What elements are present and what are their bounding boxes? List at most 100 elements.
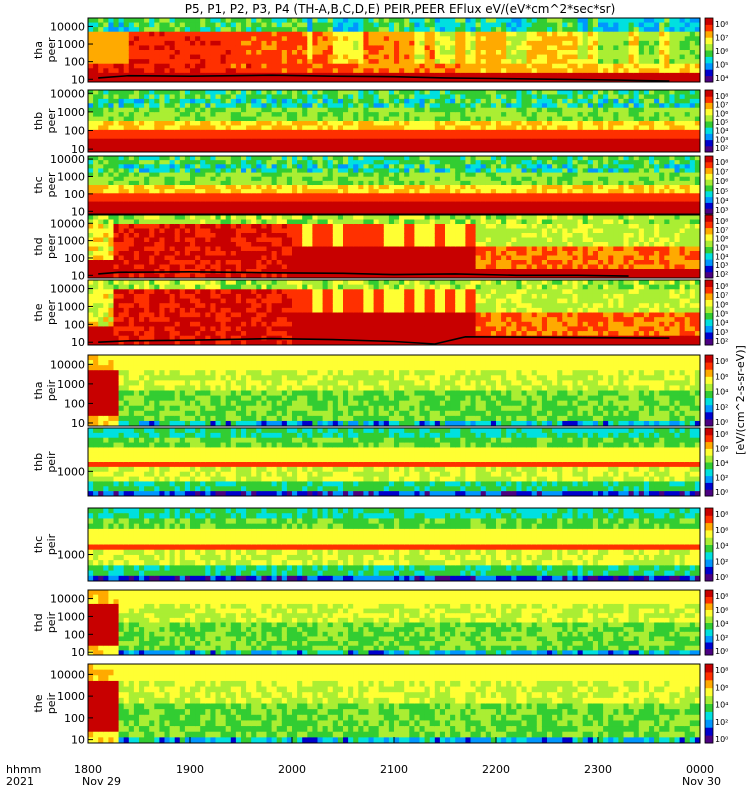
heatmap-cell: [123, 138, 130, 144]
heatmap-cell: [547, 22, 553, 28]
heatmap-cell: [608, 98, 614, 104]
heatmap-cell: [281, 112, 288, 118]
heatmap-cell: [343, 107, 349, 113]
heatmap-cell: [302, 94, 308, 100]
heatmap-cell: [490, 59, 497, 65]
heatmap-cell: [190, 164, 196, 170]
heatmap-cell: [271, 116, 278, 122]
heatmap-cell: [567, 156, 574, 161]
heatmap-cell: [388, 103, 395, 109]
heatmap-cell: [409, 18, 415, 24]
heatmap-cell: [230, 54, 237, 60]
heatmap-cell: [93, 160, 99, 165]
heatmap-cell: [88, 193, 94, 199]
heatmap-cell: [623, 172, 630, 178]
heatmap-cell: [98, 209, 104, 214]
heatmap-cell: [628, 121, 635, 127]
heatmap-cell: [302, 138, 308, 144]
heatmap-cell: [358, 185, 364, 190]
heatmap-cell: [251, 45, 257, 51]
heatmap-cell: [424, 185, 431, 190]
heatmap-cell: [343, 160, 349, 165]
heatmap-cell: [460, 209, 466, 214]
heatmap-cell: [159, 63, 166, 69]
heatmap-cell: [603, 205, 609, 211]
heatmap-cell: [133, 156, 140, 161]
heatmap-cell: [103, 103, 109, 109]
heatmap-cell: [455, 63, 461, 69]
colorbar-swatch: [705, 108, 713, 116]
heatmap-cell: [225, 147, 232, 152]
heatmap-cell: [399, 31, 405, 37]
heatmap-cell: [368, 138, 375, 144]
heatmap-cell: [230, 98, 237, 104]
heatmap-cell: [490, 112, 497, 118]
heatmap-cell: [399, 205, 405, 211]
heatmap-cell: [230, 77, 237, 82]
heatmap-cell: [123, 103, 130, 109]
heatmap-cell: [215, 138, 222, 144]
heatmap-cell: [169, 185, 176, 190]
heatmap-cell: [659, 54, 665, 60]
heatmap-cell: [475, 125, 482, 131]
heatmap-cell: [455, 54, 461, 60]
heatmap-cell: [98, 59, 104, 65]
heatmap-cell: [450, 143, 456, 149]
colorbar-tick-label: 10⁵: [715, 61, 728, 70]
heatmap-cell: [419, 180, 426, 186]
heatmap-cell: [399, 209, 405, 214]
heatmap-cell: [664, 94, 670, 100]
heatmap-cell: [332, 31, 339, 37]
heatmap-cell: [220, 172, 227, 178]
heatmap-cell: [251, 90, 257, 96]
heatmap-cell: [139, 156, 145, 161]
heatmap-cell: [557, 134, 563, 140]
heatmap-cell: [210, 180, 217, 186]
heatmap-cell: [154, 116, 160, 122]
heatmap-cell: [618, 22, 625, 28]
heatmap-cell: [424, 189, 431, 194]
heatmap-cell: [327, 180, 334, 186]
heatmap-cell: [139, 36, 145, 42]
heatmap-cell: [144, 45, 150, 51]
heatmap-cell: [516, 205, 523, 211]
heatmap-cell: [603, 138, 609, 144]
heatmap-cell: [286, 189, 293, 194]
heatmap-cell: [470, 45, 477, 51]
heatmap-cell: [649, 18, 655, 24]
heatmap-cell: [429, 94, 436, 100]
heatmap-cell: [108, 22, 115, 28]
heatmap-cell: [261, 180, 268, 186]
heatmap-cell: [496, 134, 502, 140]
heatmap-cell: [184, 116, 191, 122]
heatmap-cell: [139, 172, 145, 178]
heatmap-cell: [307, 180, 313, 186]
heatmap-cell: [531, 31, 538, 37]
heatmap-cell: [455, 77, 461, 82]
heatmap-cell: [368, 68, 375, 74]
heatmap-cell: [276, 176, 283, 182]
heatmap-cell: [327, 54, 334, 60]
heatmap-cell: [414, 180, 421, 186]
heatmap-cell: [353, 45, 359, 51]
heatmap-cell: [108, 50, 115, 56]
heatmap-cell: [210, 90, 217, 96]
heatmap-cell: [414, 193, 421, 199]
heatmap-cell: [292, 125, 298, 131]
heatmap-cell: [383, 129, 390, 135]
heatmap-cell: [292, 98, 298, 104]
heatmap-cell: [608, 185, 614, 190]
heatmap-cell: [516, 209, 523, 214]
heatmap-cell: [108, 94, 115, 100]
heatmap-cell: [363, 59, 370, 65]
heatmap-cell: [572, 176, 579, 182]
heatmap-cell: [368, 77, 375, 82]
heatmap-cell: [562, 98, 568, 104]
heatmap-cell: [409, 125, 415, 131]
heatmap-cell: [373, 125, 380, 131]
heatmap-cell: [169, 168, 176, 174]
heatmap-cell: [613, 176, 619, 182]
heatmap-cell: [353, 54, 359, 60]
heatmap-cell: [465, 103, 472, 109]
